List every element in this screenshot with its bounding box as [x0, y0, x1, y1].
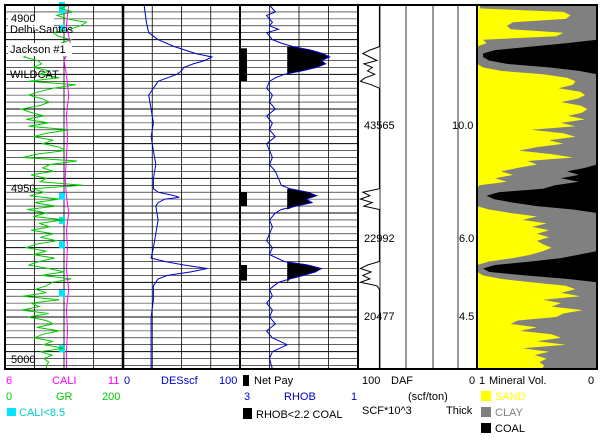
gr-curve: [19, 4, 88, 369]
cali-mnemonic: CALI: [52, 375, 76, 387]
coal-flag-label: RHOB<2.2 COAL: [256, 409, 343, 421]
cali-flag-swatch: [7, 408, 16, 416]
cali-min: 6: [6, 375, 12, 387]
cali-flag-label: CALI<8.5: [19, 407, 65, 419]
mineral-title: Mineral Vol.: [489, 375, 546, 387]
well-type: WILDCAT: [10, 69, 59, 81]
rhob-mnemonic: RHOB: [284, 391, 316, 403]
daf-max: 0: [469, 375, 475, 387]
rhob-coal-fill: [287, 188, 317, 210]
well-number-bg: [8, 43, 72, 56]
rhob-curve: [265, 4, 331, 370]
sand-swatch: [481, 391, 491, 401]
rhob-min: 3: [244, 391, 250, 403]
cali-curve: [63, 4, 72, 369]
legend-track2: 0 DESscf 100: [124, 375, 237, 387]
net-pay-flag: [241, 48, 247, 82]
des-max: 100: [219, 375, 237, 387]
daf-min: 100: [362, 375, 380, 387]
sand-fill: [477, 5, 588, 369]
net-pay-swatch: [243, 375, 249, 386]
net-pay-label: Net Pay: [254, 375, 294, 387]
legend-track1: 6 CALI 11 0 GR 200 CALI<8.5: [6, 375, 120, 419]
legend-track5: 1 Mineral Vol. 0 SAND CLAY COAL: [479, 375, 594, 435]
des-min: 0: [124, 375, 130, 387]
gr-mnemonic: GR: [56, 391, 73, 403]
zone1-scf-label: 43565: [364, 120, 395, 132]
depth-label-4950: 4950: [11, 183, 35, 195]
desscf-curve: [143, 4, 214, 369]
daf-curve: [358, 5, 380, 369]
des-mnemonic: DESscf: [161, 375, 199, 387]
cali-flag-marker: [59, 6, 65, 14]
daf-mnemonic: DAF: [391, 375, 413, 387]
depth-label-5000: 5000: [11, 354, 35, 366]
header-bg: [8, 18, 54, 30]
legend-track4: 100 DAF 0 (scf/ton) SCF*10^3 Thick: [362, 375, 475, 417]
rhob-coal-fill: [287, 46, 330, 82]
mineral-max: 0: [588, 375, 594, 387]
gr-min: 0: [6, 391, 12, 403]
coal-mineral-fill: [483, 5, 597, 369]
cali-flag-marker: [59, 289, 65, 297]
cali-flag-marker: [59, 24, 65, 32]
sand-label: SAND: [495, 391, 526, 403]
net-pay-flag: [241, 192, 247, 207]
track-border: [476, 4, 598, 370]
coal-label: COAL: [495, 423, 525, 435]
zone2-thick-label: 6.0: [459, 233, 474, 245]
scf-scale-note: SCF*10^3: [362, 405, 412, 417]
daf-units: (scf/ton): [408, 391, 448, 403]
well-name: Delhi-Santos: [10, 24, 73, 36]
cali-flag-marker: [59, 192, 65, 200]
legend-track3: Net Pay 3 RHOB 1 RHOB<2.2 COAL: [243, 375, 357, 421]
clay-label: CLAY: [495, 407, 524, 419]
thick-label: Thick: [446, 405, 473, 417]
zone1-thick-label: 10.0: [452, 120, 473, 132]
depth-label-top: 4900: [11, 13, 35, 25]
coal-swatch: [481, 423, 491, 433]
well-number: Jackson #1: [10, 44, 66, 56]
gr-max: 200: [102, 391, 120, 403]
cali-max: 11: [108, 375, 119, 387]
track-borders: [4, 4, 598, 370]
zone2-scf-label: 22992: [364, 233, 395, 245]
coal-flag-swatch: [243, 408, 252, 419]
mineral-min: 1: [479, 375, 485, 387]
mineral-volume-track: [477, 5, 597, 369]
rhob-max: 1: [351, 391, 357, 403]
clay-swatch: [481, 407, 491, 417]
cali-flag-marker: [59, 241, 65, 249]
zone3-thick-label: 4.5: [459, 311, 474, 323]
curve-layer: [19, 4, 380, 370]
net-pay-flag: [241, 265, 247, 281]
zone3-scf-label: 20477: [364, 311, 395, 323]
